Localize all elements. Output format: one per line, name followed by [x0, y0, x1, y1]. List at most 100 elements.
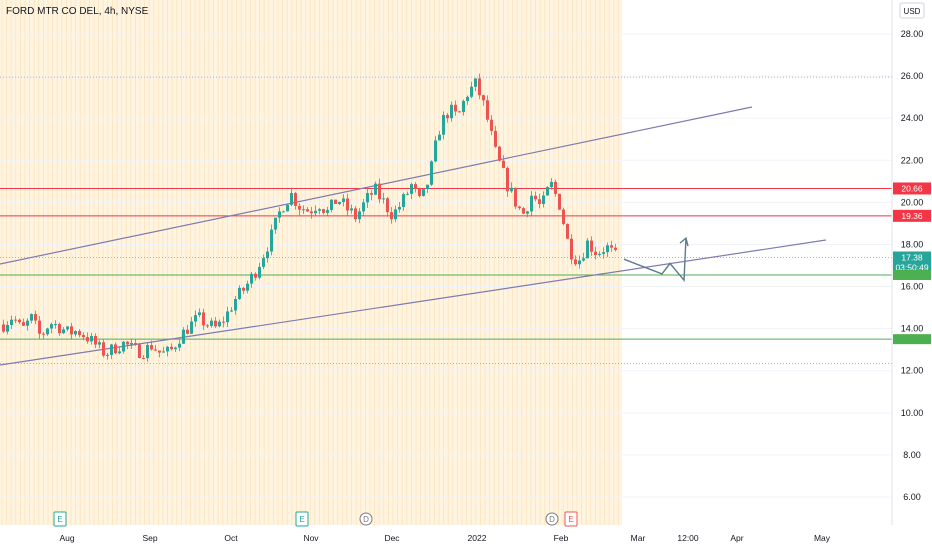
price-tick-label: 22.00 — [901, 155, 924, 165]
earnings-marker[interactable]: E — [295, 511, 309, 527]
dividend-marker[interactable]: D — [359, 512, 373, 526]
candle-body — [430, 161, 433, 185]
candle-body — [186, 329, 189, 334]
candle-body — [298, 205, 301, 210]
projection-path — [623, 238, 687, 283]
candle-body — [142, 357, 145, 359]
candle-body — [250, 273, 253, 284]
candle-body — [534, 195, 537, 200]
candle-body — [482, 95, 485, 101]
candle-body — [594, 251, 597, 256]
candle-body — [350, 208, 353, 211]
price-tick-label: 10.00 — [901, 408, 924, 418]
candle-body — [310, 211, 313, 214]
event-marker-label: D — [549, 515, 555, 524]
candle-body — [118, 351, 121, 354]
candle-body — [258, 266, 261, 278]
resistance-price-tag — [893, 182, 931, 195]
candle-body — [390, 212, 393, 220]
candle-body — [598, 253, 601, 256]
candle-body — [98, 342, 101, 345]
candle-body — [322, 209, 325, 213]
candle-body — [438, 134, 441, 141]
candle-body — [454, 104, 457, 112]
candle-body — [278, 211, 281, 218]
last-price-tag — [893, 251, 931, 274]
candle-body — [86, 337, 89, 342]
currency-button[interactable]: USD — [899, 2, 925, 19]
time-tick-label: Oct — [224, 533, 238, 543]
candle-body — [294, 193, 297, 206]
candle-body — [94, 336, 97, 345]
candle-body — [262, 258, 265, 267]
price-tick-label: 26.00 — [901, 71, 924, 81]
candle-body — [514, 187, 517, 207]
candle-body — [446, 114, 449, 119]
candle-body — [206, 325, 209, 327]
candle-body — [458, 111, 461, 113]
dividend-marker[interactable]: D — [545, 512, 559, 526]
candle-body — [66, 326, 69, 330]
candle-body — [246, 283, 249, 291]
candle-body — [342, 198, 345, 202]
candle-body — [386, 198, 389, 213]
candle-body — [34, 314, 37, 321]
price-tick-label: 8.00 — [903, 450, 921, 460]
candle-body — [218, 321, 221, 327]
time-tick-label: Feb — [554, 533, 569, 543]
support-price-tag — [893, 269, 931, 280]
candle-body — [6, 324, 9, 332]
event-marker-label: E — [299, 515, 304, 524]
candle-body — [54, 324, 57, 326]
earnings-marker[interactable]: E — [53, 511, 67, 527]
candle-body — [522, 208, 525, 214]
price-tick-label: 24.00 — [901, 113, 924, 123]
resistance-price-tag — [893, 209, 931, 222]
candle-body — [194, 315, 197, 322]
candle-body — [150, 345, 153, 350]
event-marker-label: E — [57, 515, 62, 524]
candle-body — [22, 322, 25, 326]
candle-body — [114, 344, 117, 354]
candle-body — [494, 130, 497, 147]
candle-body — [418, 188, 421, 196]
time-tick-label: Apr — [730, 533, 743, 543]
candle-body — [490, 119, 493, 131]
candle-body — [462, 100, 465, 113]
candle-body — [550, 181, 553, 188]
time-tick-label: Nov — [303, 533, 319, 543]
candle-body — [466, 96, 469, 101]
candle-body — [270, 229, 273, 252]
price-tick-label: 16.00 — [901, 282, 924, 292]
candle-body — [330, 199, 333, 210]
candle-body — [602, 252, 605, 254]
candle-body — [174, 347, 177, 350]
candle-body — [314, 210, 317, 214]
earnings-marker[interactable]: E — [564, 511, 578, 527]
event-marker-label: D — [363, 515, 369, 524]
candle-body — [130, 343, 133, 345]
dividend-icon — [545, 512, 559, 526]
candle-body — [374, 183, 377, 195]
candle-body — [166, 346, 169, 352]
candle-body — [154, 349, 157, 351]
last-price-tag-text: 17.38 — [901, 253, 923, 263]
candle-body — [450, 104, 453, 119]
time-tick-label: Dec — [384, 533, 400, 543]
candle-body — [2, 324, 5, 332]
event-marker-label: E — [568, 515, 573, 524]
candle-body — [422, 189, 425, 196]
candle-body — [498, 146, 501, 161]
dividend-icon — [359, 512, 373, 526]
candle-body — [202, 312, 205, 326]
candle-body — [502, 160, 505, 168]
candle-body — [242, 287, 245, 291]
time-tick-label: Aug — [59, 533, 74, 543]
candle-body — [62, 329, 65, 334]
candle-body — [214, 320, 217, 327]
candle-body — [70, 326, 73, 335]
resistance-price-tag-text: 19.36 — [901, 211, 923, 221]
candle-body — [358, 211, 361, 220]
